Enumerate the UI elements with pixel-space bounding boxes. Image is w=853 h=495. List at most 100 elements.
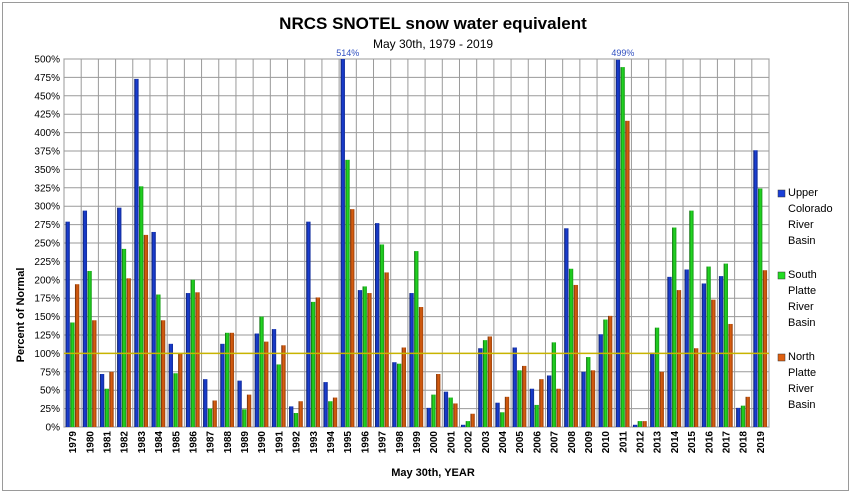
y-tick-label: 0% [46,423,61,434]
bar-2004-series-3 [504,396,510,427]
chart-subtitle: May 30th, 1979 - 2019 [373,37,493,51]
bar-2019-series-1 [753,150,758,427]
x-tick-label: 1990 [257,431,268,454]
bar-2010-series-1 [598,334,603,427]
bar-2017-series-2 [723,263,728,427]
x-axis-label: May 30th, YEAR [391,467,475,479]
bar-2002-series-2 [465,421,471,427]
bar-2007-series-1 [546,375,552,427]
bar-2013-series-3 [659,371,664,427]
bar-2013-series-2 [654,327,660,427]
y-tick-label: 175% [34,294,60,305]
bar-1990-series-2 [259,316,264,427]
bar-2009-series-1 [581,371,586,427]
x-tick-label: 2013 [653,431,664,454]
x-tick-label: 2010 [601,431,612,454]
bar-1994-series-1 [323,382,328,427]
bar-2002-series-1 [460,424,466,427]
bar-1999-series-2 [414,251,419,427]
x-tick-label: 2009 [584,431,595,454]
bar-2012-series-1 [632,424,638,427]
bar-2011-series-2 [620,67,625,427]
legend-label: Colorado [788,203,833,215]
bar-1998-series-3 [401,347,406,427]
y-tick-label: 50% [40,386,60,397]
bar-2002-series-3 [470,413,475,427]
bar-1992-series-2 [293,413,299,427]
legend: Upper Colorado River Basin South Platte River B… [777,187,833,411]
legend-label: Basin [788,317,816,329]
bar-1993-series-3 [315,297,321,427]
x-tick-label: 1993 [309,431,320,454]
y-tick-label: 275% [34,220,60,231]
x-tick-label: 1994 [326,431,337,454]
bar-2008-series-1 [564,228,569,427]
bar-1979-series-2 [70,322,75,427]
y-tick-label: 75% [40,367,60,378]
bar-2003-series-2 [482,340,488,427]
bar-2004-series-1 [495,402,500,427]
legend-label: Platte [788,285,816,297]
bar-1987-series-2 [207,408,213,427]
bar-1984-series-3 [160,320,166,427]
bar-1991-series-1 [271,329,277,427]
y-tick-label: 500% [34,55,60,66]
x-tick-label: 2018 [739,431,750,454]
bar-2000-series-1 [426,407,431,427]
bar-1982-series-1 [117,207,122,427]
y-tick-label: 150% [34,312,60,323]
x-tick-label: 1980 [85,431,96,454]
legend-label: Basin [788,235,816,247]
bar-2015-series-3 [693,348,699,427]
y-tick-label: 375% [34,147,60,158]
bar-1985-series-1 [168,343,173,427]
bar-1994-series-3 [332,397,338,427]
legend-label: River [788,219,814,231]
bar-2006-series-2 [534,404,539,427]
bar-1987-series-1 [203,379,208,427]
legend-label: North [788,351,815,363]
bar-1995-series-2 [345,159,350,427]
bar-annotation: 514% [336,48,359,58]
x-tick-label: 2011 [618,431,629,453]
bar-2015-series-1 [684,269,689,427]
x-tick-label: 1995 [343,431,354,454]
bar-1979-series-1 [65,221,70,427]
bar-2005-series-1 [512,347,517,427]
x-tick-label: 1982 [120,431,131,454]
x-tick-label: 1988 [223,431,234,454]
bar-1989-series-3 [246,394,252,427]
y-tick-label: 25% [40,404,60,415]
bar-2000-series-3 [436,374,441,427]
bar-2016-series-2 [706,266,711,427]
y-tick-label: 400% [34,128,60,139]
chart-title: NRCS SNOTEL snow water equivalent [279,14,587,33]
bar-1991-series-2 [276,364,281,427]
x-tick-label: 2014 [670,431,681,454]
x-tick-label: 2002 [464,431,475,454]
bar-1986-series-3 [195,292,200,427]
bar-2007-series-2 [551,342,557,427]
x-tick-label: 2005 [515,431,526,454]
bar-annotation: 499% [611,48,634,58]
y-tick-label: 250% [34,239,60,250]
bar-2009-series-3 [590,370,596,427]
x-tick-label: 1991 [274,431,285,454]
bar-2003-series-3 [487,336,492,427]
bar-1995-series-3 [350,209,355,427]
bar-2006-series-1 [529,388,535,427]
bar-2014-series-1 [667,276,672,427]
x-tick-label: 2006 [532,431,543,454]
legend-swatch [777,271,786,280]
bar-2015-series-2 [689,210,694,427]
bar-2014-series-2 [672,227,677,427]
bar-2019-series-2 [758,188,763,427]
bar-2010-series-2 [603,319,608,427]
legend-label: South [788,269,817,281]
bar-1998-series-2 [396,363,402,427]
bar-2011-series-1 [615,59,621,428]
annotations: 514% 499% [336,48,634,58]
bar-2008-series-2 [568,268,574,427]
x-tick-label: 1999 [412,431,423,454]
bars-group [65,59,768,428]
